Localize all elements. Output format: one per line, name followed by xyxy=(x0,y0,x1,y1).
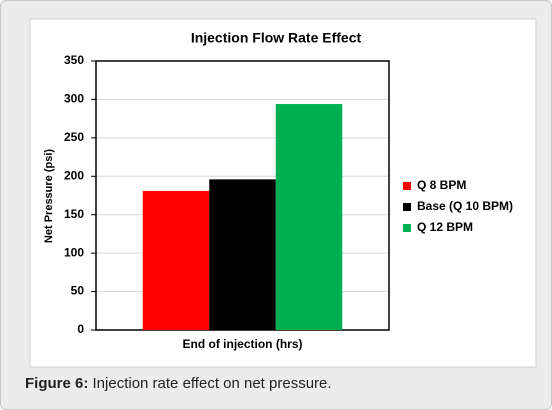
legend-swatch xyxy=(403,203,411,211)
y-tick-label: 300 xyxy=(64,92,84,106)
legend-label: Q 12 BPM xyxy=(417,220,473,234)
chart: Injection Flow Rate Effect Net Pressure … xyxy=(29,18,537,368)
legend-swatch xyxy=(403,182,411,190)
bar xyxy=(209,179,276,330)
y-tick-label: 100 xyxy=(64,245,84,259)
y-tick-label: 350 xyxy=(64,53,84,67)
y-axis-label: Net Pressure (psi) xyxy=(43,149,55,243)
y-tick-label: 150 xyxy=(64,207,84,221)
caption-label: Figure 6: xyxy=(25,375,89,392)
bar xyxy=(275,104,343,330)
legend-label: Base (Q 10 BPM) xyxy=(417,199,513,213)
caption-text: Injection rate effect on net pressure. xyxy=(92,375,332,392)
y-tick-label: 250 xyxy=(64,130,84,144)
y-tick-label: 200 xyxy=(64,168,84,182)
caption: Figure 6: Injection rate effect on net p… xyxy=(25,375,332,392)
y-tick-label: 0 xyxy=(77,322,84,336)
x-tick-label: End of injection (hrs) xyxy=(183,337,303,351)
legend-swatch xyxy=(403,224,411,232)
y-tick-label: 50 xyxy=(71,284,85,298)
bar xyxy=(142,190,210,330)
chart-title: Injection Flow Rate Effect xyxy=(191,30,362,46)
legend-label: Q 8 BPM xyxy=(417,178,466,192)
